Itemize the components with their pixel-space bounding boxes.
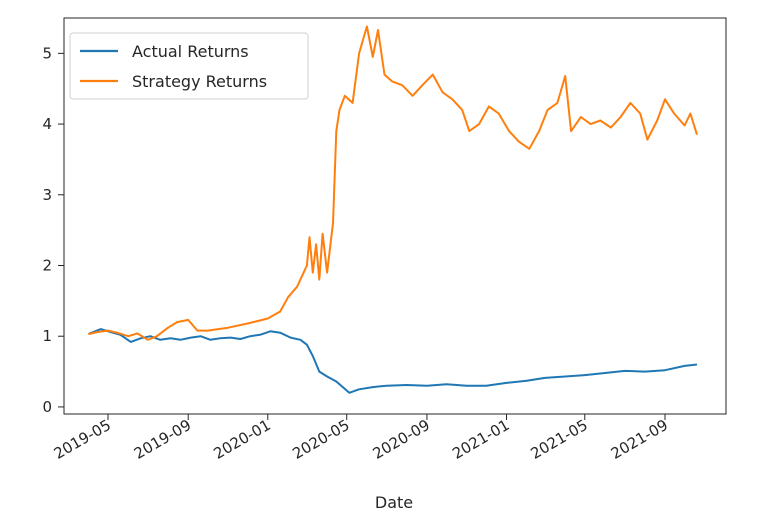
x-axis-label: Date <box>375 493 413 512</box>
x-tick-label: 2019-05 <box>51 416 114 463</box>
y-tick-label: 4 <box>42 115 52 133</box>
legend: Actual Returns Strategy Returns <box>69 32 309 100</box>
x-tick-label: 2020-05 <box>289 416 352 463</box>
x-tick-label: 2021-05 <box>527 416 590 463</box>
y-tick-label: 1 <box>42 327 52 345</box>
x-axis: 2019-05 2019-09 2020-01 2020-05 2020-09 2021-… <box>51 414 671 463</box>
y-tick-label: 2 <box>42 257 52 275</box>
y-tick-label: 0 <box>42 398 52 416</box>
x-tick-label: 2020-09 <box>370 416 433 463</box>
x-tick-label: 2019-09 <box>131 416 194 463</box>
plot-frame <box>63 17 727 415</box>
legend-label-strategy-returns: Strategy Returns <box>132 72 267 91</box>
x-tick-label: 2021-01 <box>449 416 512 463</box>
series-line-strategy-returns <box>88 25 698 341</box>
series-line-actual-returns <box>88 328 698 394</box>
legend-box <box>69 32 309 100</box>
series-layer <box>88 25 698 394</box>
x-tick-label: 2020-01 <box>211 416 274 463</box>
y-axis: 0 1 2 3 4 5 <box>42 44 64 416</box>
y-tick-label: 5 <box>42 44 52 62</box>
x-tick-label: 2021-09 <box>608 416 671 463</box>
legend-label-actual-returns: Actual Returns <box>132 42 249 61</box>
y-tick-label: 3 <box>42 186 52 204</box>
